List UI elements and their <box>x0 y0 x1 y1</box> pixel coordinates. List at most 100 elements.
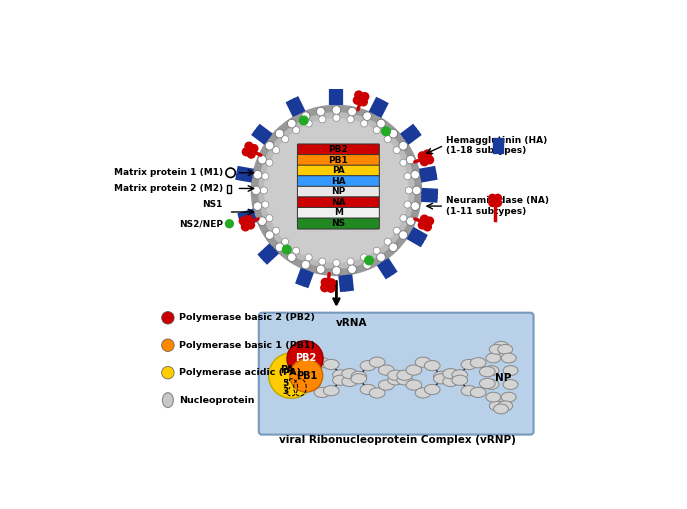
Circle shape <box>361 120 368 127</box>
Ellipse shape <box>324 359 339 370</box>
Circle shape <box>389 243 398 251</box>
Text: viral Ribonucleoprotein Complex (vRNP): viral Ribonucleoprotein Complex (vRNP) <box>279 436 516 445</box>
Ellipse shape <box>484 365 499 376</box>
Circle shape <box>305 254 312 261</box>
Text: NP: NP <box>495 373 511 383</box>
Bar <box>497 138 499 153</box>
Circle shape <box>393 227 401 234</box>
Circle shape <box>317 265 325 273</box>
Ellipse shape <box>471 358 486 368</box>
Circle shape <box>226 168 235 178</box>
Text: PA: PA <box>332 166 345 175</box>
Circle shape <box>302 112 310 121</box>
Circle shape <box>282 245 291 254</box>
Circle shape <box>384 135 391 143</box>
Circle shape <box>273 227 280 234</box>
Circle shape <box>361 93 369 100</box>
Ellipse shape <box>397 375 412 385</box>
Text: PB1: PB1 <box>328 156 348 164</box>
FancyBboxPatch shape <box>297 197 379 208</box>
Circle shape <box>282 238 289 245</box>
Ellipse shape <box>486 353 501 363</box>
Circle shape <box>245 215 252 223</box>
Text: HA: HA <box>331 177 346 186</box>
Circle shape <box>242 223 249 231</box>
Circle shape <box>265 231 274 239</box>
Circle shape <box>282 135 289 143</box>
Circle shape <box>373 127 380 134</box>
Circle shape <box>262 173 269 180</box>
Ellipse shape <box>498 401 513 411</box>
Text: PB2: PB2 <box>295 353 317 363</box>
FancyBboxPatch shape <box>259 313 534 435</box>
Ellipse shape <box>406 380 422 390</box>
Ellipse shape <box>502 392 516 402</box>
Circle shape <box>333 115 340 122</box>
Ellipse shape <box>387 375 403 385</box>
Ellipse shape <box>370 357 385 367</box>
Ellipse shape <box>486 392 501 402</box>
Ellipse shape <box>503 365 518 376</box>
Circle shape <box>495 200 502 207</box>
Circle shape <box>293 247 300 254</box>
Circle shape <box>239 217 247 225</box>
Circle shape <box>376 119 385 128</box>
Text: 5': 5' <box>282 379 291 388</box>
Circle shape <box>348 107 357 116</box>
Text: NS1: NS1 <box>203 201 223 209</box>
Circle shape <box>225 220 234 228</box>
Circle shape <box>254 202 262 210</box>
Ellipse shape <box>397 370 412 380</box>
Circle shape <box>293 127 300 134</box>
Text: M: M <box>334 209 343 217</box>
Circle shape <box>247 150 255 158</box>
Circle shape <box>389 129 398 138</box>
Circle shape <box>258 155 267 164</box>
Circle shape <box>317 107 325 116</box>
Ellipse shape <box>452 375 468 385</box>
Text: Polymerase basic 2 (PB2): Polymerase basic 2 (PB2) <box>179 314 315 322</box>
Text: Polymerase acidic (PA): Polymerase acidic (PA) <box>179 368 301 377</box>
Circle shape <box>287 119 296 128</box>
Text: NS: NS <box>331 219 346 228</box>
FancyBboxPatch shape <box>297 165 379 176</box>
Circle shape <box>327 285 335 292</box>
Circle shape <box>266 215 273 222</box>
Circle shape <box>405 187 412 194</box>
Circle shape <box>302 260 310 269</box>
Circle shape <box>275 243 284 251</box>
Circle shape <box>382 127 390 135</box>
Circle shape <box>365 256 373 265</box>
Ellipse shape <box>360 384 376 394</box>
Ellipse shape <box>379 365 394 375</box>
Ellipse shape <box>480 366 495 377</box>
Circle shape <box>258 217 267 225</box>
Circle shape <box>262 201 269 208</box>
Circle shape <box>251 186 260 195</box>
Ellipse shape <box>341 369 357 379</box>
Circle shape <box>363 112 372 121</box>
Circle shape <box>384 238 391 245</box>
Ellipse shape <box>406 365 422 375</box>
Circle shape <box>423 223 431 231</box>
Ellipse shape <box>360 360 376 371</box>
Circle shape <box>290 359 323 392</box>
Ellipse shape <box>493 404 508 414</box>
Circle shape <box>333 260 340 266</box>
Circle shape <box>347 258 354 265</box>
Circle shape <box>489 200 496 207</box>
Circle shape <box>287 253 296 262</box>
Circle shape <box>161 366 174 379</box>
Ellipse shape <box>493 342 508 351</box>
Circle shape <box>322 278 329 286</box>
Circle shape <box>399 231 407 239</box>
Circle shape <box>406 155 415 164</box>
Circle shape <box>266 159 273 166</box>
Ellipse shape <box>341 376 357 386</box>
Ellipse shape <box>442 369 458 379</box>
Text: Matrix protein 1 (M1): Matrix protein 1 (M1) <box>113 168 223 177</box>
Circle shape <box>426 217 433 225</box>
FancyBboxPatch shape <box>297 218 379 229</box>
Text: NA: NA <box>331 198 346 207</box>
Circle shape <box>400 159 407 166</box>
